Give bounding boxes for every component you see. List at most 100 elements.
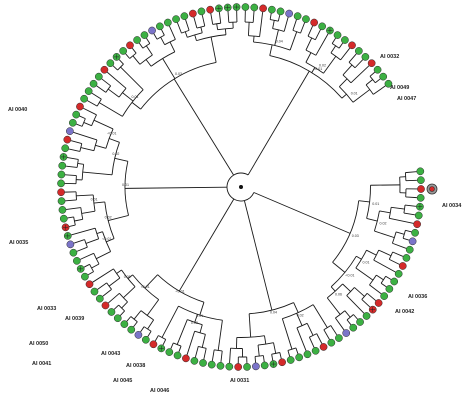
tree-branch (346, 295, 365, 314)
tree-branch (346, 319, 352, 325)
tree-branch (405, 229, 412, 233)
tree-branch (354, 59, 363, 69)
tree-arc (156, 34, 165, 40)
leaf-node (241, 3, 250, 11)
tree-branch (93, 201, 105, 204)
tree-arc (129, 52, 137, 59)
tree-branch (405, 171, 417, 174)
tree-branch (307, 25, 313, 37)
label-ai-0036: AI 0036 (408, 294, 427, 300)
tree-branch (66, 165, 78, 168)
tree-branch (108, 277, 121, 287)
tree-branch (331, 38, 336, 44)
leaf-node (318, 22, 326, 31)
tree-branch (88, 271, 94, 276)
tree-branch (85, 238, 99, 244)
tree-branch (186, 331, 196, 355)
tree-branch (169, 25, 176, 40)
branch-length-label: 0.05 (124, 275, 131, 279)
leaf-node (106, 59, 115, 68)
tree-arc (118, 88, 127, 98)
tree-branch (108, 138, 120, 143)
tree-branch (83, 122, 92, 127)
leaf-node (356, 318, 364, 326)
leaf-node (172, 15, 180, 23)
tree-arc (335, 310, 346, 319)
leaf-node (342, 329, 351, 337)
leaf-node (362, 312, 371, 320)
leaf-node (85, 280, 94, 289)
tree-branch (293, 302, 299, 313)
tree-branch (147, 331, 152, 337)
tree-branch (356, 255, 362, 260)
tree-root-arc (233, 198, 245, 202)
tree-branch (71, 227, 96, 236)
tree-branch (277, 15, 281, 22)
tree-branch (330, 286, 336, 292)
tree-branch (145, 45, 153, 56)
leaf-node (252, 362, 260, 371)
label-ai-0039: AI 0039 (65, 316, 84, 322)
tree-branch (385, 275, 392, 280)
tree-branch (392, 242, 407, 249)
tree-branch (224, 28, 227, 35)
label-ai-0050: AI 0050 (29, 341, 48, 347)
tree-arc (91, 114, 97, 126)
tree-arc (105, 128, 114, 149)
label-ai-0042: AI 0042 (395, 309, 414, 315)
tree-branch (108, 214, 129, 222)
tree-branch (354, 287, 365, 297)
leaf-node (216, 361, 225, 370)
branch-length-label: 0.02 (319, 64, 326, 68)
tree-arc (305, 61, 324, 74)
tree-branch (101, 78, 111, 87)
leaf-node (348, 41, 356, 50)
tree-branch (247, 70, 310, 176)
label-ai-0041: AI 0041 (32, 361, 51, 367)
leaf-node (113, 314, 122, 323)
tree-branch (201, 15, 206, 27)
branch-length-label: 0.01 (363, 260, 370, 264)
tree-branch (366, 249, 377, 256)
leaf-node (101, 301, 110, 310)
leaf-node (259, 4, 267, 13)
tree-branch (71, 140, 82, 145)
tree-arc (330, 52, 341, 61)
tree-branch (305, 52, 312, 63)
tree-branch (83, 107, 97, 116)
tree-branch (74, 218, 83, 222)
tree-root-arc (244, 192, 255, 202)
tree-branch (308, 336, 315, 348)
tree-branch (125, 53, 131, 59)
tree-arc (173, 342, 182, 347)
tree-branch (82, 171, 113, 176)
tree-branch (273, 342, 277, 354)
leaf-node (197, 7, 206, 16)
tree-branch (274, 29, 279, 46)
leaf-node (379, 72, 388, 81)
tree-branch (199, 302, 205, 316)
tree-branch (121, 301, 128, 309)
tree-arc (143, 326, 152, 332)
leaf-node (57, 188, 65, 197)
branch-length-label: 0.01 (122, 183, 129, 187)
tree-branch (67, 216, 74, 219)
leaf-node (260, 361, 269, 370)
tree-branch (227, 11, 230, 23)
branch-length-label: <0.01 (176, 289, 185, 293)
branch-length-label: 0.01 (372, 202, 379, 206)
tree-arc (369, 274, 377, 286)
tree-branch (177, 22, 182, 34)
leaf-node (58, 161, 67, 170)
tree-branch (122, 92, 134, 102)
leaf-node (206, 5, 214, 14)
leaf-node (311, 346, 320, 355)
tree-branch (316, 333, 323, 344)
tree-arc (331, 43, 340, 49)
leaf-node (140, 31, 149, 39)
tree-branch (211, 349, 215, 361)
tree-branch (97, 282, 107, 290)
tree-branch (376, 274, 384, 281)
tree-branch (366, 217, 378, 222)
leaf-node (120, 320, 129, 328)
